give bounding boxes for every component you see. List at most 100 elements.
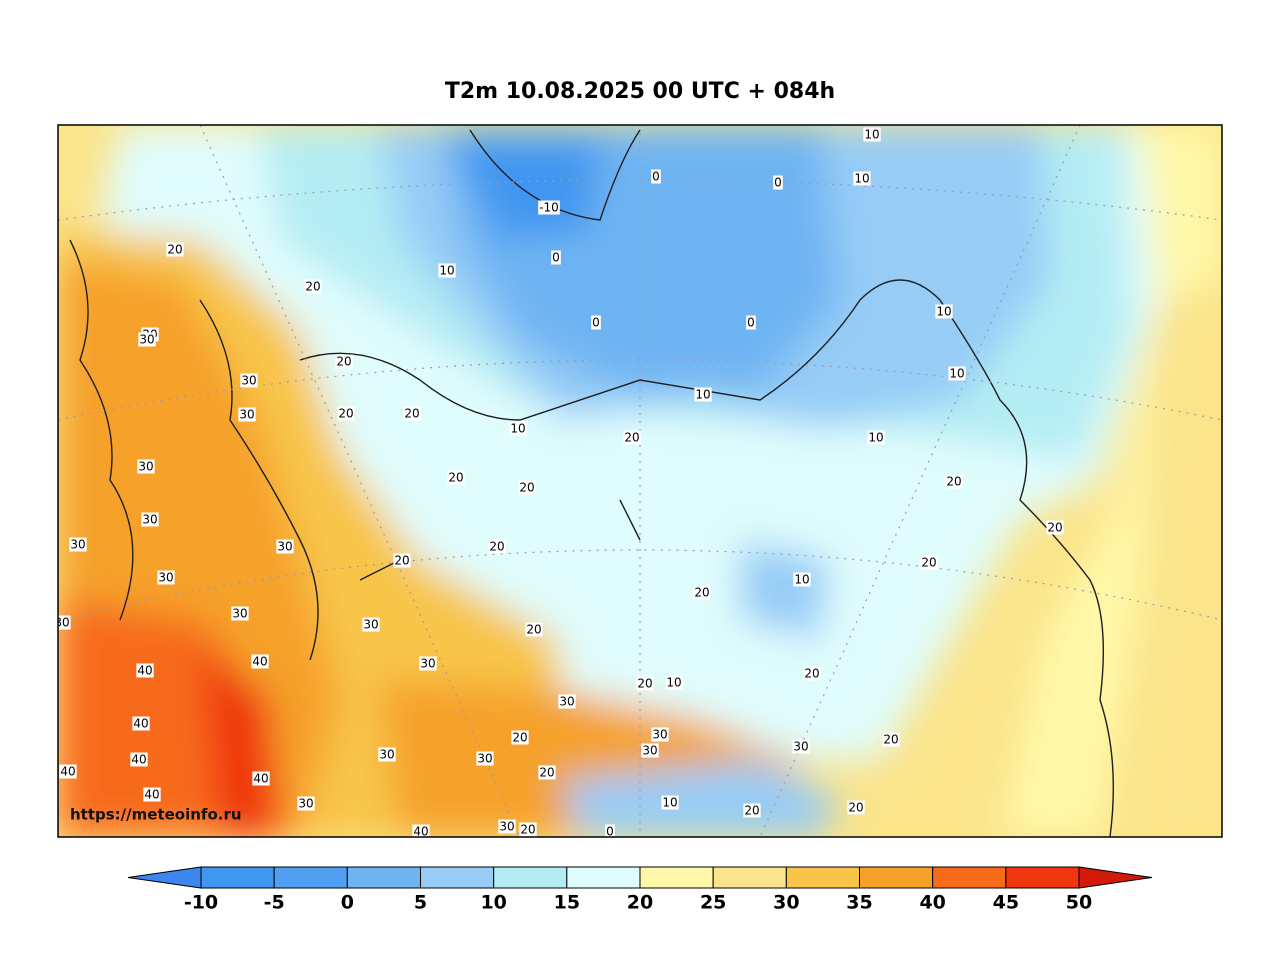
contour-label-bg xyxy=(509,421,527,436)
contour-label: 30 xyxy=(138,460,153,474)
contour-label-bg xyxy=(240,373,258,388)
contour-label-bg xyxy=(238,407,256,422)
contour-label: 10 xyxy=(949,367,964,381)
contour-label: 30 xyxy=(499,820,514,834)
colorbar-tick-label: 30 xyxy=(773,892,799,914)
contour-label: 10 xyxy=(695,388,710,402)
colorbar-tick-label: 15 xyxy=(554,892,580,914)
contour-label-bg xyxy=(693,585,711,600)
graticule xyxy=(58,125,1222,837)
contour-label: 30 xyxy=(239,408,254,422)
contour-label: 20 xyxy=(883,733,898,747)
contour-label: 40 xyxy=(60,765,75,779)
contour-label-bg xyxy=(297,796,315,811)
contour-label-bg xyxy=(847,800,865,815)
contour-label: 10 xyxy=(439,264,454,278)
contour-label: 20 xyxy=(848,801,863,815)
contour-label-bg xyxy=(511,730,529,745)
contour-label: 10 xyxy=(868,431,883,445)
contour-label-bg xyxy=(132,716,150,731)
contour-label-bg xyxy=(538,765,556,780)
contour-label-bg xyxy=(419,656,437,671)
contour-label: 10 xyxy=(666,676,681,690)
colorbar-under xyxy=(127,866,202,889)
contour-label: 0 xyxy=(747,316,755,330)
colorbar-bin xyxy=(932,866,1007,889)
colorbar-bin xyxy=(639,866,714,889)
contour-label-bg xyxy=(447,470,465,485)
contour-label-bg xyxy=(276,539,294,554)
colorbar-tick-label: 40 xyxy=(919,892,945,914)
contour-label: 20 xyxy=(489,540,504,554)
contour-label-bg xyxy=(335,354,353,369)
contour-label-bg xyxy=(130,752,148,767)
colorbar-tick-label: 35 xyxy=(846,892,872,914)
contour-label-bg xyxy=(641,743,659,758)
contour-label: 20 xyxy=(305,280,320,294)
colorbar-bin xyxy=(859,866,934,889)
contour-label: 30 xyxy=(142,513,157,527)
contour-label: 20 xyxy=(512,731,527,745)
colorbar-tick-label: 10 xyxy=(480,892,506,914)
contour-label-bg xyxy=(882,732,900,747)
contour-label: 30 xyxy=(477,752,492,766)
contour-label-bg xyxy=(623,430,641,445)
contour-label: -10 xyxy=(539,201,559,215)
contour-label-bg xyxy=(793,572,811,587)
contour-label: 0 xyxy=(652,170,660,184)
contour-label: 20 xyxy=(539,766,554,780)
contour-label: 20 xyxy=(394,554,409,568)
contour-label: 20 xyxy=(694,586,709,600)
colorbar-bin xyxy=(273,866,348,889)
contour-label-bg xyxy=(935,304,953,319)
contour-label: 30 xyxy=(363,618,378,632)
contour-label: 20 xyxy=(921,556,936,570)
contour-label-bg xyxy=(636,676,654,691)
contour-label: 40 xyxy=(252,655,267,669)
contour-label: 30 xyxy=(379,748,394,762)
contour-label-bg xyxy=(362,617,380,632)
contour-label-bg xyxy=(773,175,783,190)
colorbar-bin xyxy=(1005,866,1080,889)
contour-label: 0 xyxy=(774,176,782,190)
contour-label-bg xyxy=(853,171,871,186)
colorbar-bin xyxy=(712,866,787,889)
contour-label-bg xyxy=(251,654,269,669)
contour-label-bg xyxy=(59,764,77,779)
contour-label-bg xyxy=(746,315,756,330)
contour-label: 20 xyxy=(336,355,351,369)
contour-label-bg xyxy=(525,622,543,637)
contour-label-bg xyxy=(488,539,506,554)
contour-label-bg xyxy=(558,694,576,709)
contour-label: 30 xyxy=(793,740,808,754)
colorbar-tick-label: -10 xyxy=(184,892,218,914)
contour-label-bg xyxy=(231,606,249,621)
coastlines xyxy=(69,129,1115,837)
contour-label-bg xyxy=(141,512,159,527)
colorbar-bin xyxy=(493,866,568,889)
contour-label: 30 xyxy=(54,616,69,630)
contour-label-bg xyxy=(518,480,536,495)
contour-label-bg xyxy=(694,387,712,402)
contour-label-bg xyxy=(157,570,175,585)
contour-label-bg xyxy=(412,824,430,837)
contour-label-bg xyxy=(743,803,761,818)
contour-label-bg xyxy=(920,555,938,570)
contour-label: 30 xyxy=(70,538,85,552)
watermark: https://meteoinfo.ru xyxy=(70,806,242,824)
contour-label-bg xyxy=(304,279,322,294)
contour-label-bg xyxy=(69,537,87,552)
contour-label: 30 xyxy=(158,571,173,585)
colorbar-bin xyxy=(785,866,860,889)
contour-label: 30 xyxy=(241,374,256,388)
contour-label: 20 xyxy=(519,481,534,495)
contour-label-bg xyxy=(863,127,881,142)
contour-label: 0 xyxy=(552,251,560,265)
contour-label: 10 xyxy=(864,128,879,142)
colorbar-tick-label: 0 xyxy=(341,892,354,914)
contour-label: 0 xyxy=(592,316,600,330)
contour-label: 30 xyxy=(642,744,657,758)
contour-label-bg xyxy=(337,406,355,421)
contour-label-bg xyxy=(143,787,161,802)
contour-label-bg xyxy=(476,751,494,766)
